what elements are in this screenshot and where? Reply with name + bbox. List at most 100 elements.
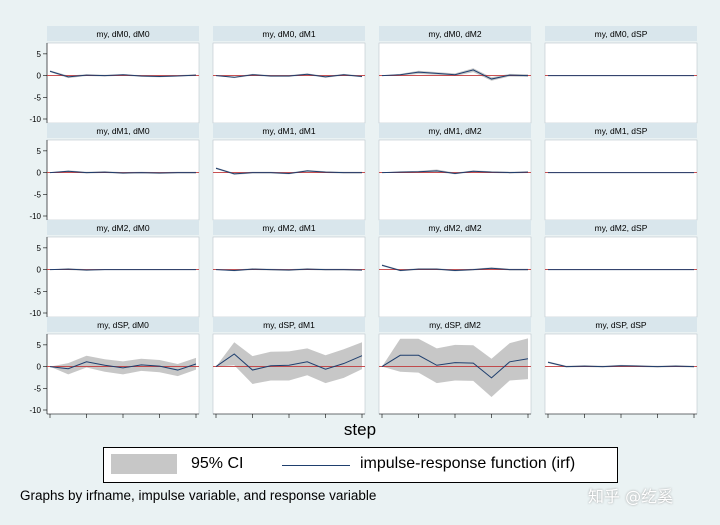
plot-area [212,139,366,221]
panel-title: my, dSP, dM2 [429,320,481,330]
irf-line [49,361,197,371]
y-tick-label: -5 [34,384,42,393]
panel-header [213,317,365,332]
legend-irf-label: impulse-response function (irf) [360,455,576,472]
panel-title: my, dM0, dSP [595,29,648,39]
y-tick-label: -10 [29,212,41,221]
panel-title: my, dM1, dM2 [428,126,481,136]
panel-title: my, dSP, dM1 [263,320,315,330]
irf-panel: my, dM0, dM1 [212,26,366,124]
y-tick-label: -10 [29,406,41,415]
irf-line [381,264,528,271]
irf-panel: my, dSP, dSP02468 [544,317,698,418]
irf-line [381,170,529,174]
irf-line [49,268,196,271]
irf-line [49,170,196,174]
irf-panel: my, dM1, dM1 [212,123,366,221]
irf-line [215,268,363,271]
panel-header [213,220,365,235]
plot-area [212,236,366,318]
panel-header [379,26,531,41]
irf-panel: my, dM2, dM2 [378,220,532,318]
panel-header [379,123,531,138]
y-tick-label: 0 [37,72,42,81]
panel-header [545,123,697,138]
ci-band [382,338,528,397]
panel-header [47,317,199,332]
panel-title: my, dSP, dSP [595,320,647,330]
panel-header [47,26,199,41]
irf-panel: my, dM0, dSP [544,26,698,124]
graph-note: Graphs by irfname, impulse variable, and… [20,488,377,503]
x-axis-title: step [343,420,377,439]
irf-panel: my, dSP, dM202468 [378,317,532,418]
irf-panel: my, dSP, dM102468 [212,317,366,418]
ci-band [216,342,362,384]
plot-area [46,42,200,124]
irf-panel: my, dM0, dM2 [378,26,532,124]
panel-title: my, dM0, dM1 [262,29,315,39]
plot-area [378,139,532,221]
irf-line [381,354,529,379]
legend-irf-line [282,465,350,466]
panel-header [379,317,531,332]
irf-panel: my, dM2, dM0 5 0 -5 -10 [29,220,200,318]
irf-line [381,69,529,80]
plot-area [378,236,532,318]
y-tick-label: 5 [37,244,42,253]
y-tick-label: -10 [29,115,41,124]
panel-header [545,220,697,235]
plot-area [544,333,698,415]
panel-title: my, dM2, dM0 [96,223,149,233]
y-tick-label: 0 [37,266,42,275]
legend-ci-label: 95% CI [191,455,244,472]
panel-title: my, dM2, dM1 [262,223,315,233]
irf-panel: my, dM2, dSP [544,220,698,318]
panel-title: my, dM0, dM2 [428,29,481,39]
plot-area [544,139,698,221]
irf-panel: my, dM1, dM2 [378,123,532,221]
panel-title: my, dM1, dM0 [96,126,149,136]
plot-area [46,236,200,318]
panel-title: my, dM2, dM2 [428,223,481,233]
y-tick-label: 5 [37,50,42,59]
y-tick-label: 5 [37,147,42,156]
irf-line [215,353,363,371]
panel-title: my, dSP, dM0 [97,320,149,330]
legend: 95% CI impulse-response function (irf) [103,447,618,483]
irf-panel-grid: my, dM0, dM0 5 0 -5 -10 my, dM0, dM1 my, dM0, … [29,26,698,418]
panel-title: my, dM0, dM0 [96,29,149,39]
panel-header [47,123,199,138]
panel-header [47,220,199,235]
y-tick-label: -5 [34,190,42,199]
plot-area [544,42,698,124]
plot-area [378,42,532,124]
y-tick-label: 0 [37,363,42,372]
panel-header [213,26,365,41]
y-tick-label: 5 [37,341,42,350]
panel-header [213,123,365,138]
ci-band [50,355,196,377]
watermark: 知乎 @纥奚 [588,487,674,506]
panel-header [545,26,697,41]
panel-header [379,220,531,235]
panel-header [545,317,697,332]
irf-panel: my, dM0, dM0 5 0 -5 -10 [29,26,200,124]
y-tick-label: -10 [29,309,41,318]
legend-ci-swatch [111,454,177,474]
y-tick-label: -5 [34,287,42,296]
irf-line [215,73,363,78]
irf-line [215,167,362,175]
irf-panel: my, dM1, dM0 5 0 -5 -10 [29,123,200,221]
y-tick-label: -5 [34,93,42,102]
plot-area [46,139,200,221]
panel-title: my, dM1, dM1 [262,126,315,136]
plot-area [544,236,698,318]
panel-title: my, dM1, dSP [595,126,648,136]
plot-area [212,42,366,124]
irf-panel: my, dM1, dSP [544,123,698,221]
irf-panel: my, dM2, dM1 [212,220,366,318]
irf-line [547,361,695,368]
